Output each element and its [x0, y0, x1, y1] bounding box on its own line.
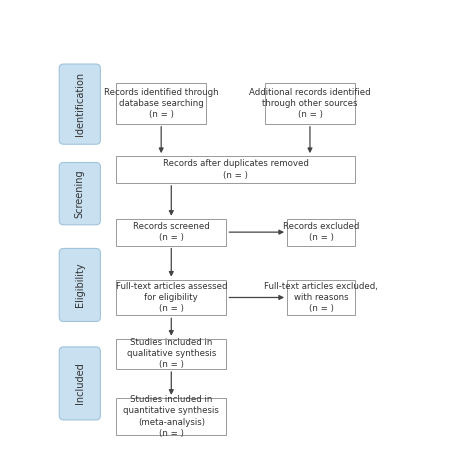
FancyBboxPatch shape	[287, 219, 355, 246]
Text: Studies included in
quantitative synthesis
(meta-analysis)
(n = ): Studies included in quantitative synthes…	[123, 395, 219, 438]
Text: Full-text articles assessed
for eligibility
(n = ): Full-text articles assessed for eligibil…	[116, 282, 227, 313]
FancyBboxPatch shape	[116, 398, 227, 435]
FancyBboxPatch shape	[265, 83, 355, 124]
Text: Studies included in
qualitative synthesis
(n = ): Studies included in qualitative synthesi…	[127, 338, 216, 370]
Text: Records after duplicates removed
(n = ): Records after duplicates removed (n = )	[163, 159, 309, 179]
Text: Full-text articles excluded,
with reasons
(n = ): Full-text articles excluded, with reason…	[264, 282, 378, 313]
FancyBboxPatch shape	[116, 279, 227, 315]
Text: Screening: Screening	[75, 169, 85, 218]
FancyBboxPatch shape	[116, 339, 227, 369]
FancyBboxPatch shape	[116, 83, 206, 124]
Text: Additional records identified
through other sources
(n = ): Additional records identified through ot…	[249, 87, 371, 119]
Text: Records screened
(n = ): Records screened (n = )	[133, 222, 210, 242]
FancyBboxPatch shape	[116, 219, 227, 246]
FancyBboxPatch shape	[287, 279, 355, 315]
FancyBboxPatch shape	[116, 156, 355, 183]
Text: Records identified through
database searching
(n = ): Records identified through database sear…	[104, 87, 219, 119]
Text: Identification: Identification	[75, 72, 85, 136]
Text: Records excluded
(n = ): Records excluded (n = )	[283, 222, 359, 242]
FancyBboxPatch shape	[59, 248, 100, 321]
FancyBboxPatch shape	[59, 162, 100, 225]
FancyBboxPatch shape	[59, 347, 100, 420]
Text: Included: Included	[75, 363, 85, 404]
Text: Eligibility: Eligibility	[75, 263, 85, 307]
FancyBboxPatch shape	[59, 64, 100, 144]
